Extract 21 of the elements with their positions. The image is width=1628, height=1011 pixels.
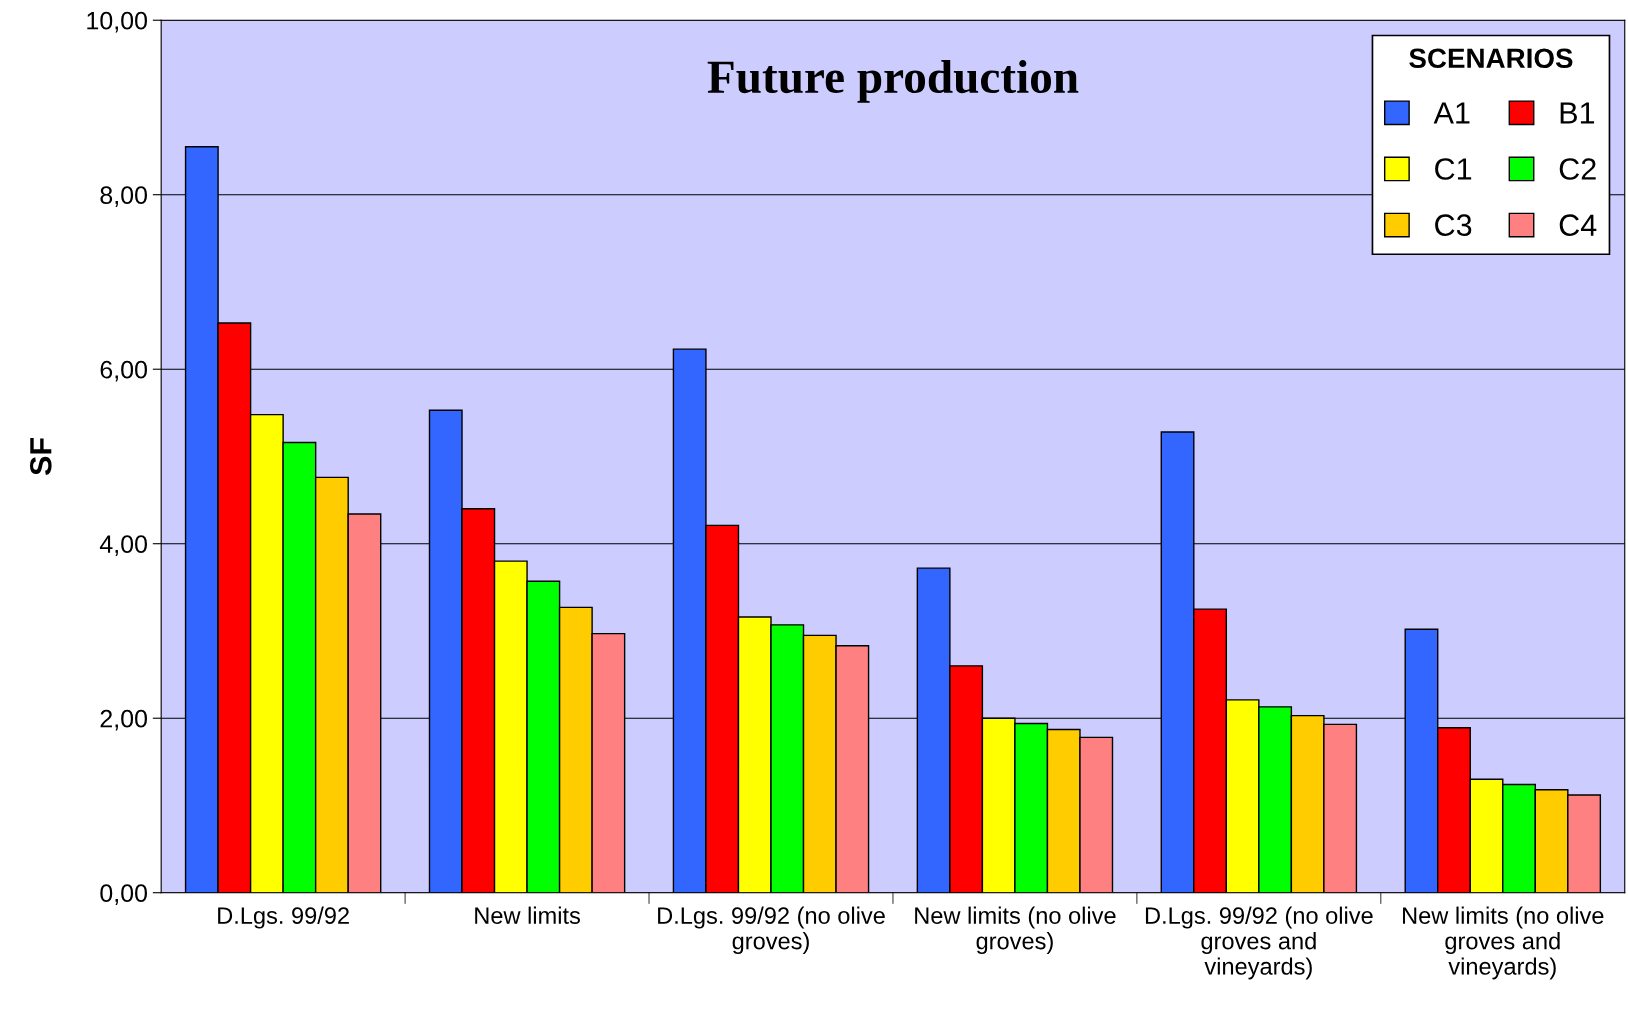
x-tick-label: New limits — [475, 906, 580, 924]
x-tick-label: D.Lgs. 99/92 (no olive groves and vineyards) — [1145, 906, 1373, 980]
text: Future production — [707, 59, 1079, 103]
y-tick-label: 2,00 — [100, 709, 147, 731]
x-tick-label: D.Lgs. 99/92 (no olive groves) — [658, 906, 885, 955]
y-axis-title: SF — [29, 438, 52, 476]
y-tick-label: 6,00 — [100, 360, 147, 382]
legend-label: A1 — [1433, 102, 1470, 124]
legend-label: C2 — [1559, 158, 1596, 180]
legend-label: C3 — [1435, 214, 1472, 237]
legend-label: B1 — [1560, 102, 1595, 124]
x-tick-label: New limits (no olive groves) — [915, 906, 1116, 955]
x-tick-label: New limits (no olive groves and vineyards) — [1403, 906, 1604, 980]
x-tick-label: D.Lgs. 99/92 — [218, 906, 349, 929]
y-tick-label: 0,00 — [100, 884, 147, 905]
legend-label: C4 — [1559, 214, 1597, 237]
legend-title: SCENARIOS — [1409, 48, 1573, 69]
y-tick-label: 8,00 — [100, 186, 147, 207]
legend-label: C1 — [1435, 158, 1472, 180]
y-tick-label: 10,00 — [87, 11, 148, 33]
y-tick-label: 4,00 — [99, 535, 147, 556]
